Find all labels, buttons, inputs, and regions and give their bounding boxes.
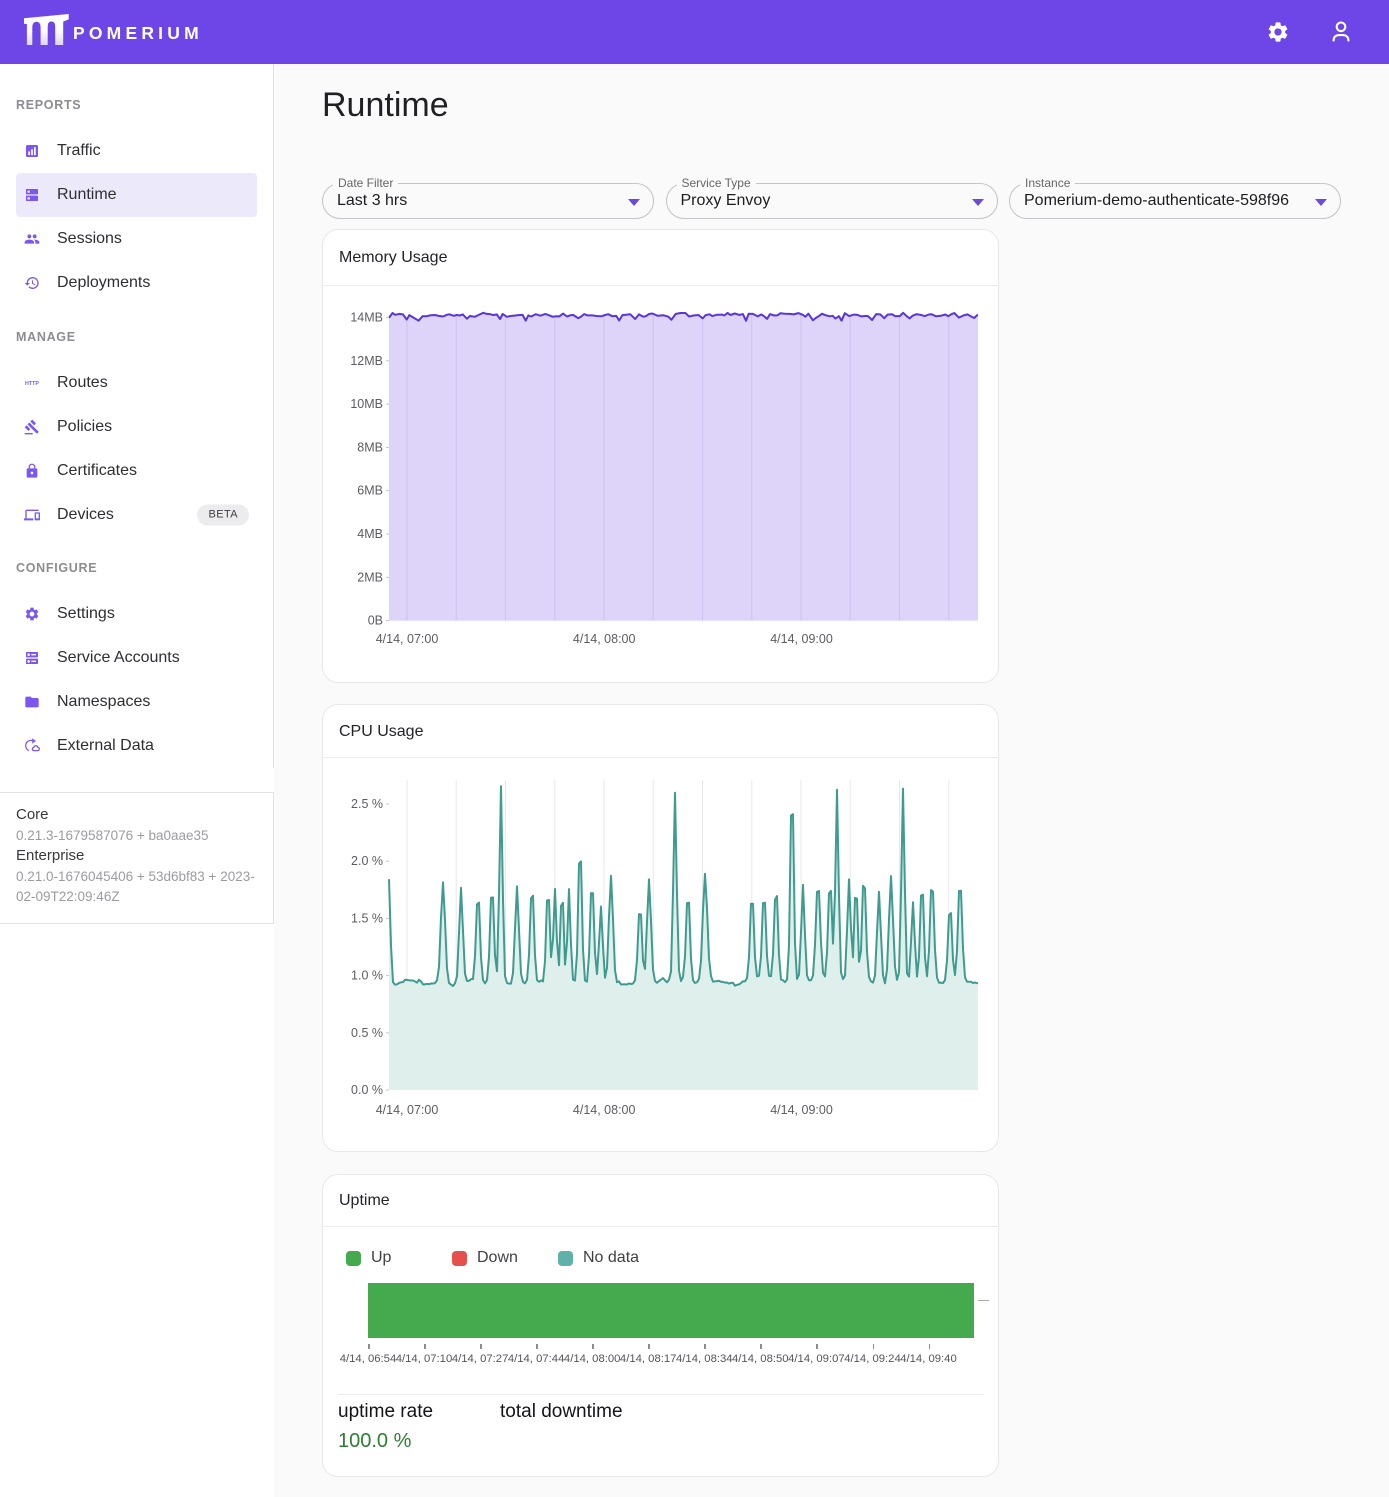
svg-text:1.5 %: 1.5 % xyxy=(351,911,383,925)
svg-text:4/14, 09:00: 4/14, 09:00 xyxy=(770,632,833,646)
svg-text:2.5 %: 2.5 % xyxy=(351,797,383,811)
svg-text:HTTP: HTTP xyxy=(25,381,39,387)
svg-text:8MB: 8MB xyxy=(357,440,383,454)
svg-text:12MB: 12MB xyxy=(350,354,383,368)
svg-text:0B: 0B xyxy=(368,614,383,628)
svg-text:4/14, 08:00: 4/14, 08:00 xyxy=(573,1103,636,1117)
svg-text:2MB: 2MB xyxy=(357,570,383,584)
svg-text:4/14, 08:00: 4/14, 08:00 xyxy=(573,632,636,646)
svg-text:0.5 %: 0.5 % xyxy=(351,1026,383,1040)
svg-text:1.0 %: 1.0 % xyxy=(351,969,383,983)
svg-text:4/14, 09:00: 4/14, 09:00 xyxy=(770,1103,833,1117)
svg-text:4/14, 07:00: 4/14, 07:00 xyxy=(376,1103,439,1117)
svg-text:4MB: 4MB xyxy=(357,527,383,541)
svg-text:10MB: 10MB xyxy=(350,397,383,411)
svg-text:6MB: 6MB xyxy=(357,484,383,498)
svg-text:4/14, 07:00: 4/14, 07:00 xyxy=(376,632,439,646)
svg-text:0.0 %: 0.0 % xyxy=(351,1083,383,1097)
svg-text:14MB: 14MB xyxy=(350,311,383,325)
svg-text:2.0 %: 2.0 % xyxy=(351,854,383,868)
